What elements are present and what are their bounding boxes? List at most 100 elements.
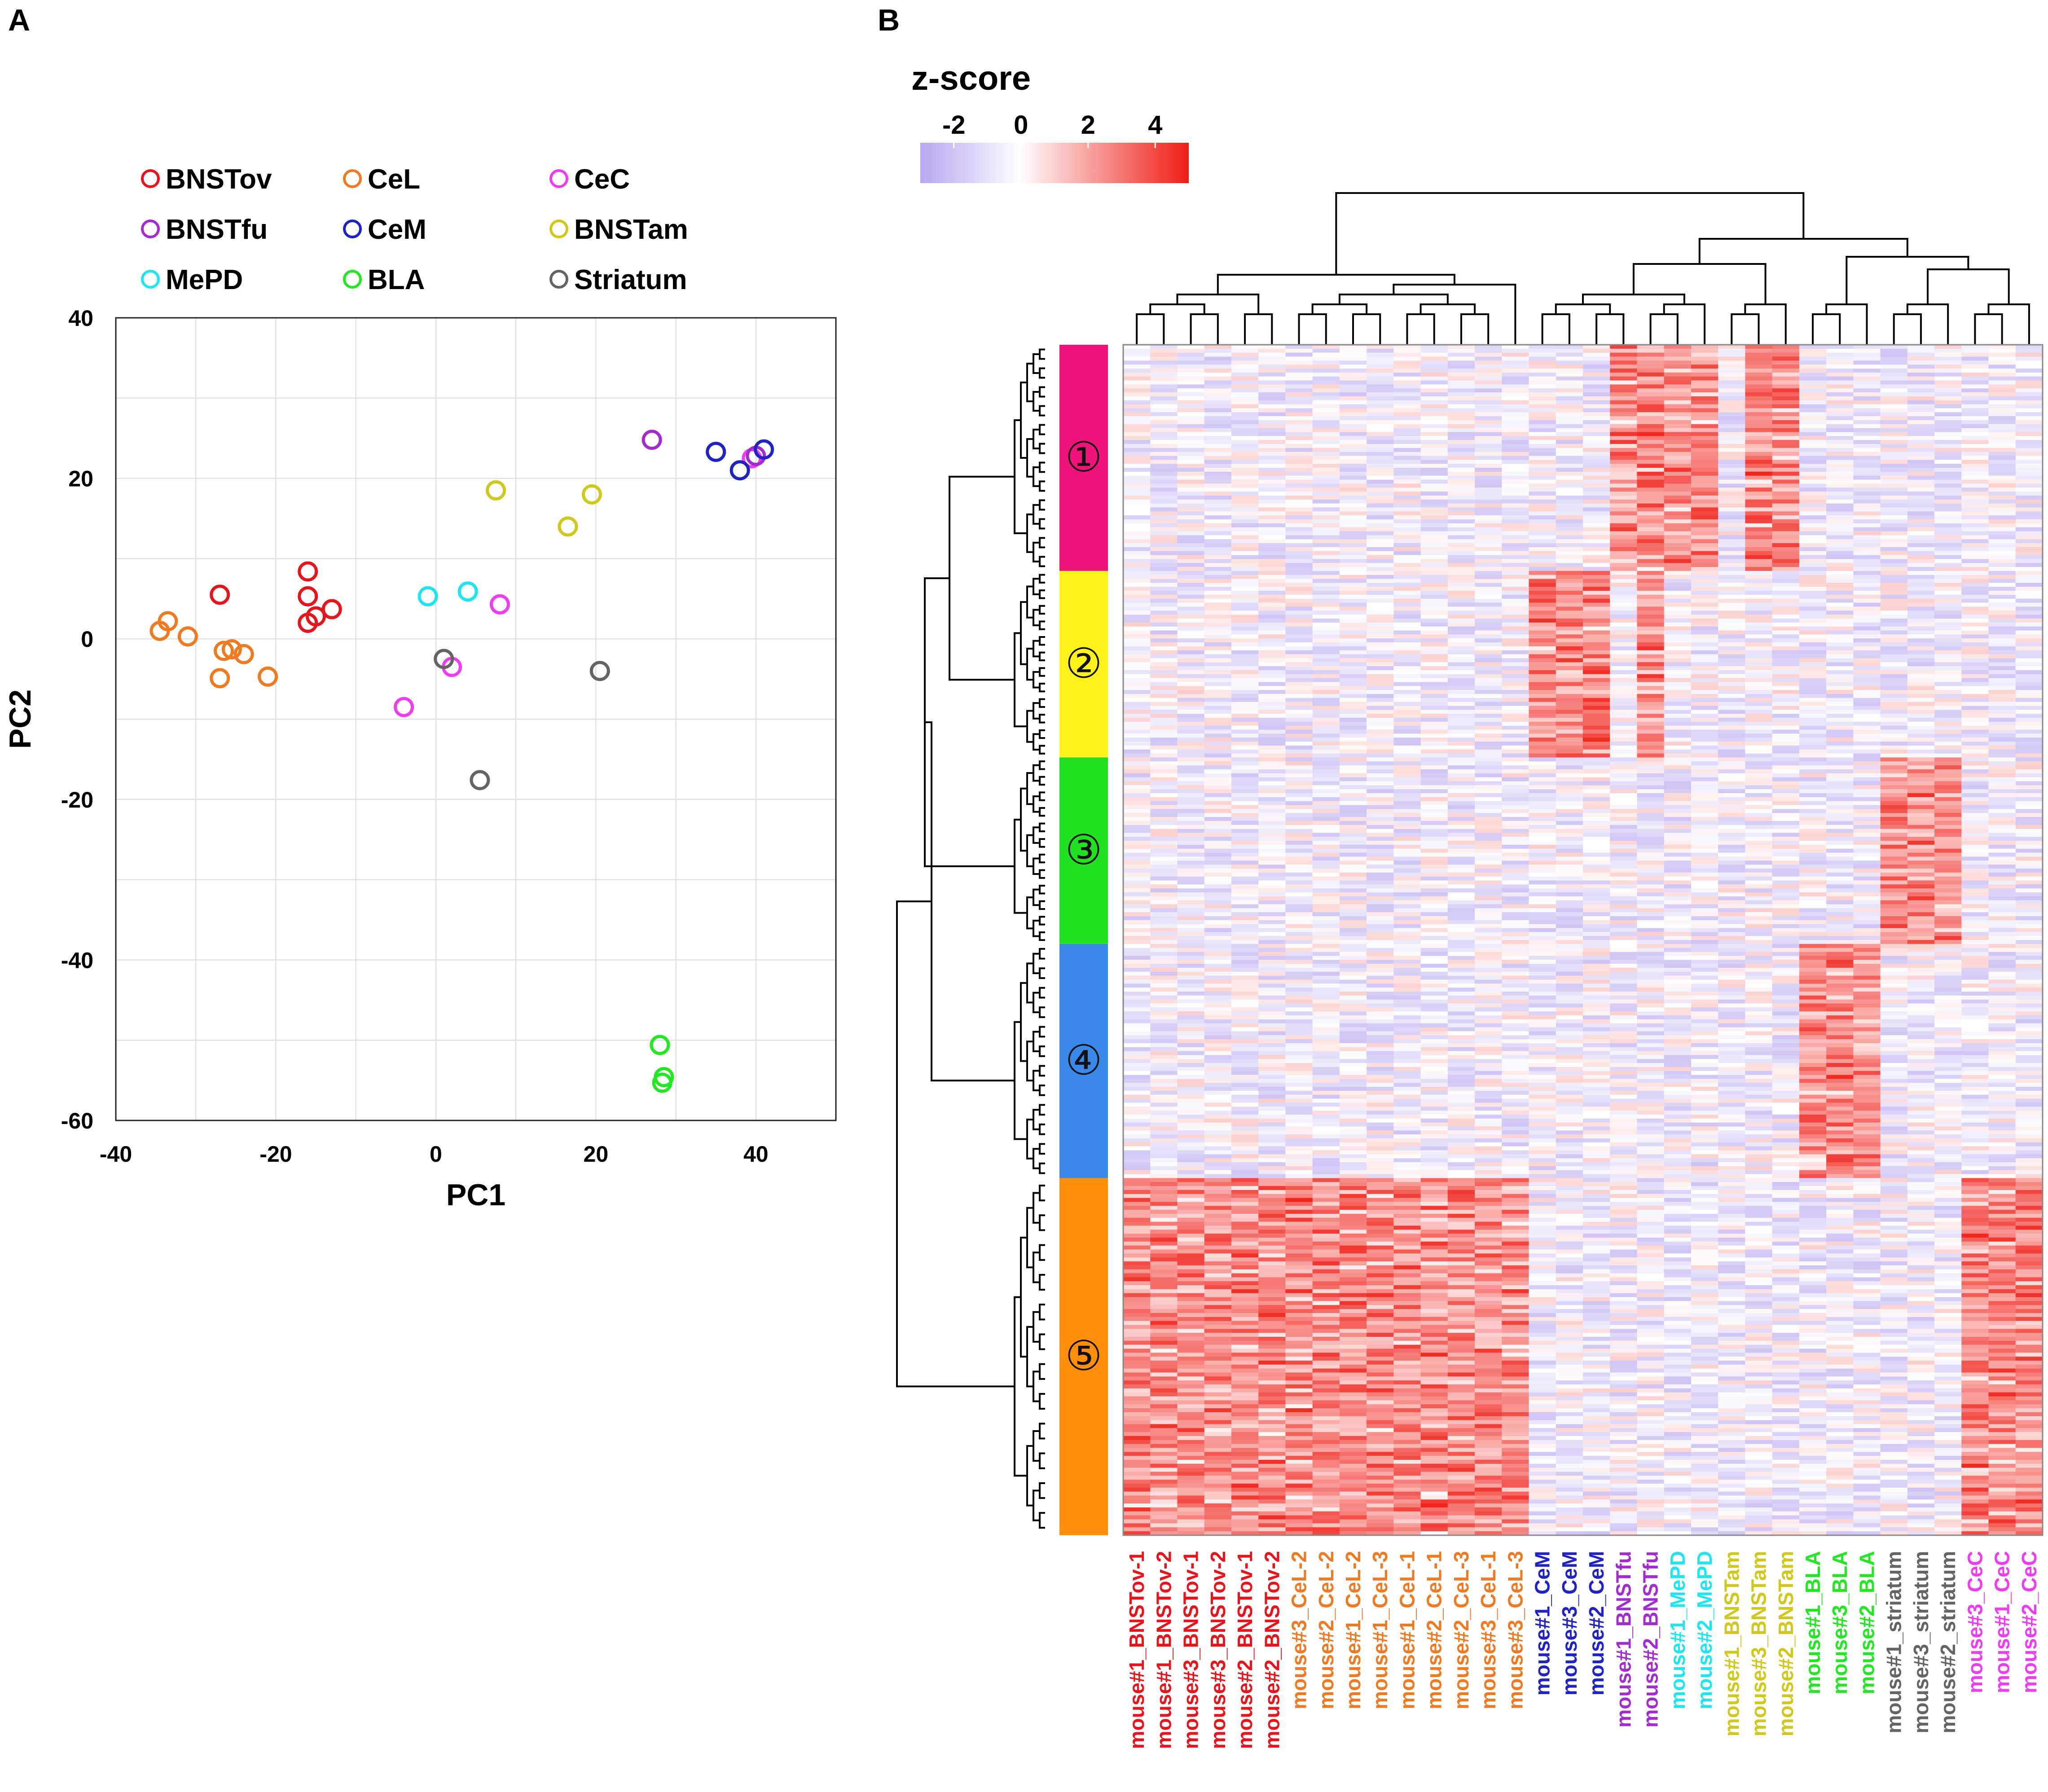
heatmap-cell <box>1312 670 1340 675</box>
heatmap-cell <box>1745 801 1773 806</box>
heatmap-cell <box>1799 880 1827 885</box>
heatmap-cell <box>1367 503 1394 508</box>
heatmap-cell <box>1826 666 1854 671</box>
heatmap-cell <box>1150 551 1178 556</box>
heatmap-cell <box>1475 448 1502 452</box>
heatmap-cell <box>1258 519 1286 524</box>
heatmap-cell <box>1853 769 1881 774</box>
heatmap-cell <box>1826 706 1854 710</box>
heatmap-cell <box>1799 440 1827 444</box>
heatmap-cell <box>1934 630 1962 635</box>
heatmap-cell <box>1231 345 1259 349</box>
heatmap-cell <box>1664 352 1692 357</box>
heatmap-cell <box>1204 598 1232 603</box>
heatmap-cell <box>1258 360 1286 365</box>
heatmap-cell <box>1285 424 1313 429</box>
heatmap-cell <box>1934 694 1962 698</box>
heatmap-cell <box>1934 356 1962 361</box>
heatmap-cell <box>1393 345 1421 349</box>
heatmap-cell <box>1367 856 1394 861</box>
heatmap-cell <box>1583 372 1610 377</box>
heatmap-cell <box>1475 654 1502 659</box>
heatmap-cell <box>1772 579 1800 583</box>
heatmap-cell <box>1637 388 1665 393</box>
heatmap-cell <box>1718 717 1746 722</box>
heatmap-cell <box>1475 483 1502 488</box>
row-dendrogram-link <box>1033 428 1040 449</box>
heatmap-cell <box>1502 706 1529 710</box>
heatmap-cell <box>1961 753 1989 758</box>
heatmap-cell <box>1367 622 1394 627</box>
heatmap-cell <box>1691 618 1718 623</box>
heatmap-cell <box>1475 821 1502 826</box>
heatmap-cell <box>1772 503 1800 508</box>
pca-point-bnstam <box>558 516 578 537</box>
heatmap-cell <box>1475 805 1502 809</box>
heatmap-cell <box>1312 602 1340 607</box>
heatmap-cell <box>1826 579 1854 583</box>
heatmap-cell <box>1285 658 1313 663</box>
heatmap-cell <box>1475 543 1502 548</box>
heatmap-cell <box>1610 733 1638 738</box>
heatmap-cell <box>1529 464 1556 468</box>
heatmap-cell <box>1339 598 1367 603</box>
row-dendrogram-link <box>1039 348 1045 360</box>
heatmap-cell <box>1880 499 1908 504</box>
heatmap-cell <box>1961 559 1989 563</box>
heatmap-cell <box>1772 706 1800 710</box>
heatmap-cell <box>1204 714 1232 718</box>
heatmap-cell <box>1204 479 1232 484</box>
heatmap-cell <box>1475 369 1502 373</box>
heatmap-cell <box>1367 773 1394 778</box>
heatmap-cell <box>1339 436 1367 440</box>
heatmap-cell <box>1420 539 1448 544</box>
heatmap-cell <box>1961 844 1989 849</box>
heatmap-cell <box>1934 369 1962 373</box>
heatmap-cell <box>1907 591 1935 595</box>
heatmap-cell <box>1556 650 1583 655</box>
heatmap-cell <box>1826 471 1854 476</box>
heatmap-cell <box>1583 738 1610 742</box>
heatmap-cell <box>1664 436 1692 440</box>
heatmap-cell <box>1258 488 1286 492</box>
heatmap-cell <box>1367 543 1394 548</box>
heatmap-cell <box>1934 670 1962 675</box>
heatmap-cell <box>1529 360 1556 365</box>
heatmap-cell <box>1664 876 1692 881</box>
heatmap-cell <box>1393 821 1421 826</box>
heatmap-cell <box>1123 388 1151 393</box>
heatmap-cell <box>1745 698 1773 703</box>
heatmap-cell <box>1610 769 1638 774</box>
heatmap-cell <box>1583 388 1610 393</box>
heatmap-cell <box>1204 539 1232 544</box>
heatmap-cell <box>1447 880 1475 885</box>
heatmap-cell <box>1204 543 1232 548</box>
heatmap-cell <box>1799 833 1827 837</box>
heatmap-cell <box>1204 753 1232 758</box>
heatmap-cell <box>1961 805 1989 809</box>
heatmap-cell <box>2015 483 2043 488</box>
heatmap-cell <box>1907 777 1935 782</box>
heatmap-cell <box>1853 618 1881 623</box>
heatmap-cell <box>1204 678 1232 682</box>
heatmap-cell <box>1529 404 1556 409</box>
heatmap-cell <box>1475 642 1502 647</box>
heatmap-cell <box>1204 876 1232 881</box>
heatmap-cell <box>1772 793 1800 798</box>
heatmap-cell <box>1204 444 1232 448</box>
heatmap-cell <box>1988 348 2016 353</box>
heatmap-cell <box>1745 515 1773 520</box>
heatmap-cell <box>1610 865 1638 869</box>
heatmap-cell <box>1231 710 1259 714</box>
heatmap-cell <box>1312 789 1340 794</box>
heatmap-cell <box>1339 765 1367 770</box>
heatmap-cell <box>1664 742 1692 746</box>
heatmap-cell <box>1934 488 1962 492</box>
heatmap-cell <box>1907 587 1935 591</box>
heatmap-cell <box>1745 721 1773 726</box>
heatmap-cell <box>1853 499 1881 504</box>
heatmap-cell <box>1961 591 1989 595</box>
heatmap-cell <box>1231 440 1259 444</box>
